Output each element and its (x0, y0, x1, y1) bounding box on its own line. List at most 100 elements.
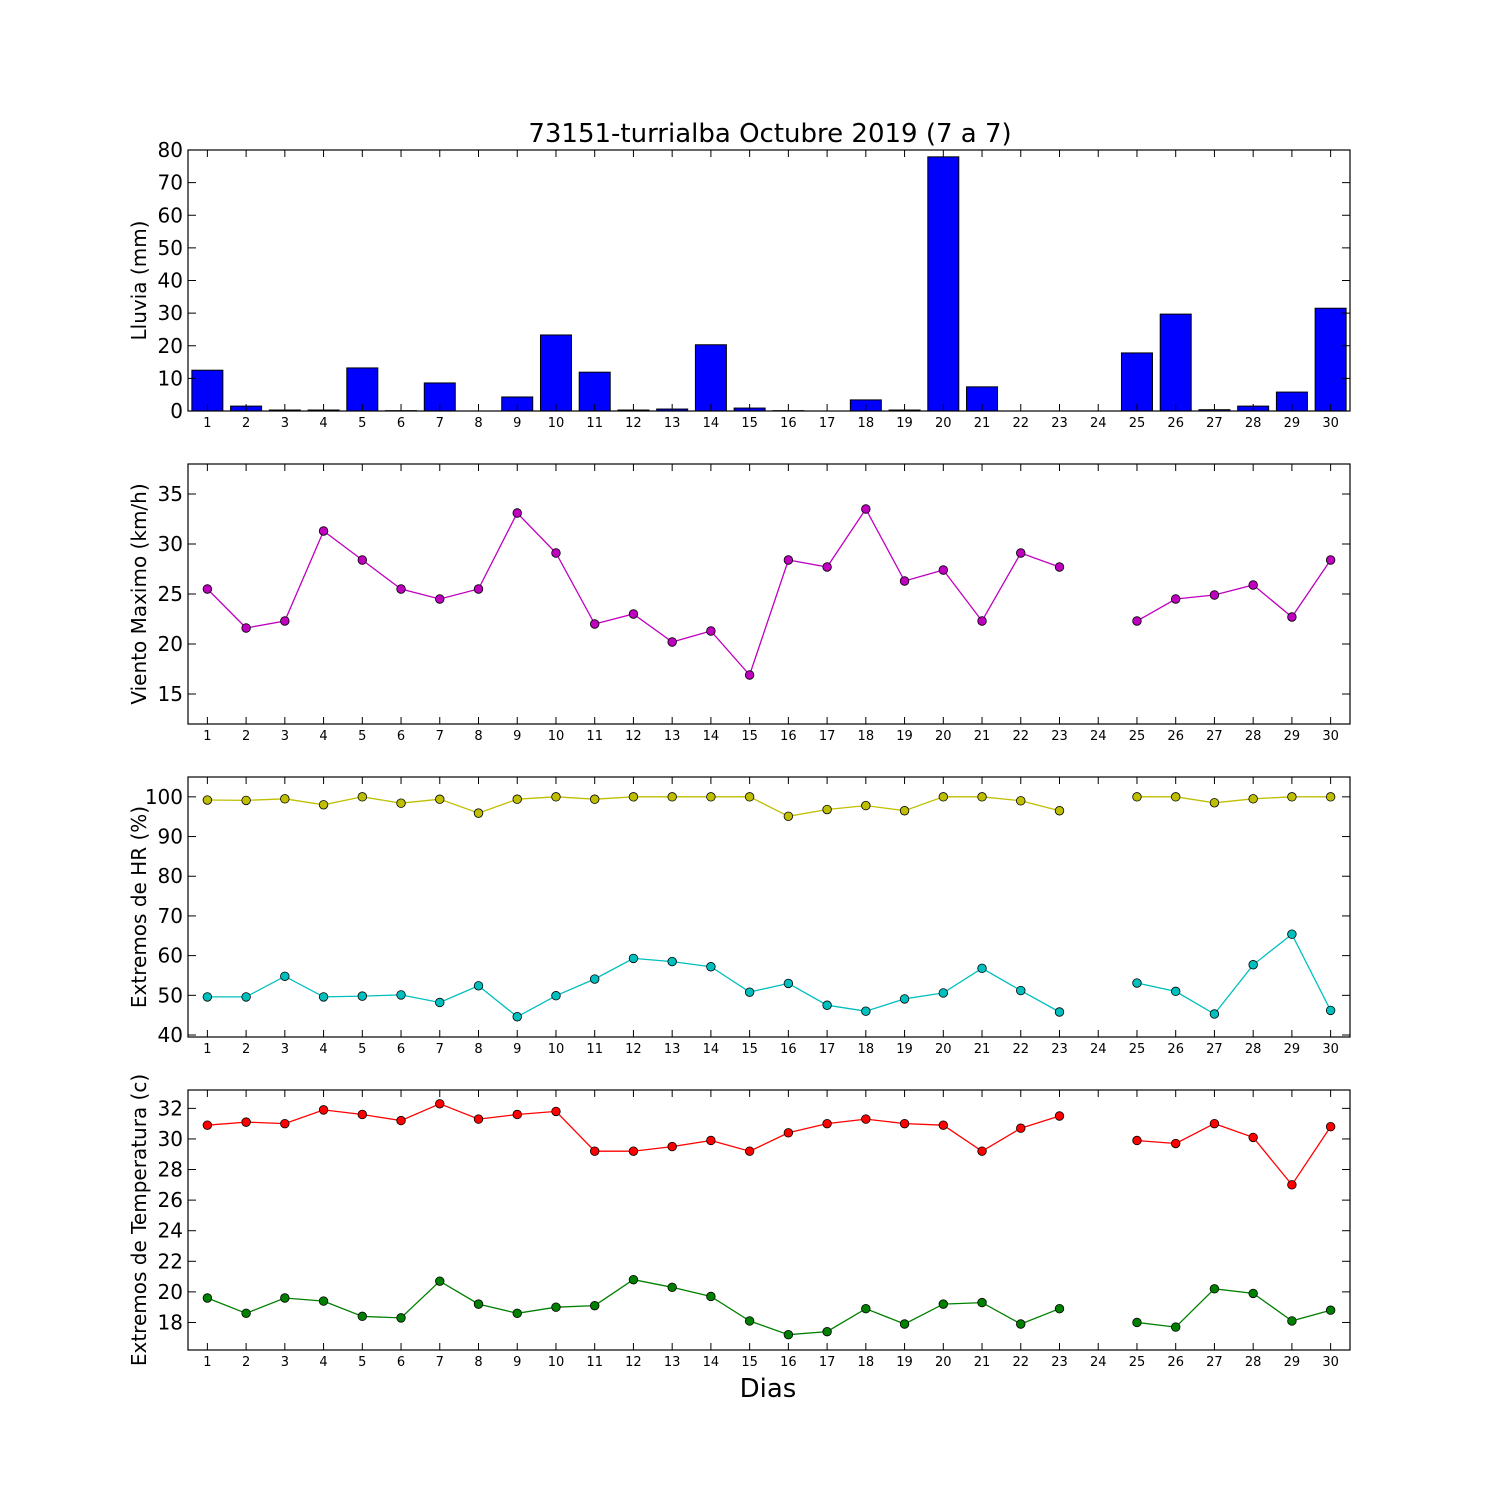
point-hr_min-day-29 (1288, 930, 1297, 939)
point-wind-day-7 (435, 595, 444, 604)
point-wind-day-26 (1171, 595, 1180, 604)
y-tick-label: 22 (158, 1249, 183, 1273)
point-hr_min-day-16 (784, 979, 793, 988)
point-hr_min-day-17 (823, 1001, 832, 1010)
y-axis-label: Extremos de Temperatura (c) (127, 1074, 151, 1366)
point-wind-day-21 (978, 617, 987, 626)
point-temp_max-day-6 (397, 1116, 406, 1125)
point-hr_max-day-17 (823, 805, 832, 814)
x-tick-label: 10 (548, 1355, 565, 1370)
point-wind-day-9 (513, 509, 522, 518)
point-hr_min-day-27 (1210, 1010, 1219, 1019)
point-temp_max-day-18 (862, 1115, 871, 1124)
point-temp_min-day-10 (552, 1303, 561, 1312)
point-temp_min-day-26 (1171, 1323, 1180, 1332)
y-axis-label: Viento Maximo (km/h) (127, 483, 151, 704)
point-wind-day-6 (397, 585, 406, 594)
point-hr_min-day-28 (1249, 960, 1258, 969)
x-tick-label: 18 (858, 1042, 875, 1057)
line-temp_min-segment-2 (1137, 1289, 1331, 1327)
x-tick-label: 2 (242, 1355, 250, 1370)
point-hr_max-day-15 (745, 793, 754, 802)
x-tick-label: 30 (1322, 1355, 1339, 1370)
x-tick-label: 5 (358, 729, 366, 744)
x-tick-label: 24 (1090, 729, 1107, 744)
point-hr_max-day-10 (552, 793, 561, 802)
y-tick-label: 10 (158, 366, 183, 390)
point-wind-day-25 (1133, 617, 1142, 626)
x-tick-label: 19 (896, 416, 913, 431)
x-tick-label: 3 (281, 416, 289, 431)
point-temp_max-day-19 (900, 1119, 909, 1128)
x-tick-label: 3 (281, 1355, 289, 1370)
x-tick-label: 9 (513, 416, 521, 431)
y-tick-label: 26 (158, 1188, 183, 1212)
point-wind-day-27 (1210, 591, 1219, 600)
point-temp_max-day-1 (203, 1121, 212, 1130)
point-wind-day-12 (629, 610, 638, 619)
x-tick-label: 27 (1206, 729, 1223, 744)
point-hr_min-day-8 (474, 981, 483, 990)
point-wind-day-14 (707, 627, 716, 636)
x-tick-label: 17 (819, 729, 836, 744)
bar-day-10 (540, 335, 571, 411)
point-hr_min-day-21 (978, 964, 987, 973)
x-tick-label: 23 (1051, 416, 1068, 431)
line-hr_max-segment-2 (1137, 797, 1331, 803)
point-hr_min-day-9 (513, 1012, 522, 1021)
point-hr_max-day-7 (435, 795, 444, 804)
y-tick-label: 35 (158, 482, 183, 506)
point-wind-day-18 (862, 505, 871, 514)
x-tick-label: 1 (203, 1355, 211, 1370)
x-tick-label: 27 (1206, 1042, 1223, 1057)
point-temp_min-day-3 (281, 1294, 290, 1303)
figure-title: 73151-turrialba Octubre 2019 (7 a 7) (528, 119, 1011, 149)
x-tick-label: 21 (974, 416, 991, 431)
x-tick-label: 17 (819, 416, 836, 431)
point-temp_max-day-15 (745, 1147, 754, 1156)
y-tick-label: 20 (158, 632, 183, 656)
point-hr_min-day-25 (1133, 979, 1142, 988)
x-tick-label: 2 (242, 416, 250, 431)
point-wind-day-4 (319, 527, 328, 536)
point-temp_max-day-30 (1326, 1122, 1335, 1131)
point-wind-day-20 (939, 566, 948, 575)
point-wind-day-22 (1016, 549, 1025, 558)
line-temp_max-segment-1 (207, 1104, 1059, 1151)
y-tick-label: 24 (158, 1219, 183, 1243)
point-hr_min-day-19 (900, 995, 909, 1004)
x-tick-label: 20 (935, 1042, 952, 1057)
point-hr_max-day-12 (629, 793, 638, 802)
point-temp_min-day-27 (1210, 1285, 1219, 1294)
point-hr_max-day-23 (1055, 806, 1064, 815)
x-tick-label: 2 (242, 729, 250, 744)
point-hr_max-day-20 (939, 793, 948, 802)
x-tick-label: 19 (896, 729, 913, 744)
x-tick-label: 29 (1284, 416, 1301, 431)
y-tick-label: 90 (158, 825, 183, 849)
x-tick-label: 5 (358, 416, 366, 431)
point-temp_max-day-26 (1171, 1139, 1180, 1148)
point-wind-day-19 (900, 577, 909, 586)
x-tick-label: 22 (1012, 1042, 1029, 1057)
y-tick-label: 30 (158, 1127, 183, 1151)
point-temp_min-day-21 (978, 1298, 987, 1307)
point-hr_max-day-29 (1288, 793, 1297, 802)
x-tick-label: 21 (974, 729, 991, 744)
x-tick-label: 6 (397, 729, 405, 744)
point-hr_max-day-5 (358, 793, 367, 802)
y-tick-label: 0 (170, 399, 183, 423)
point-hr_min-day-23 (1055, 1008, 1064, 1017)
point-temp_min-day-17 (823, 1327, 832, 1336)
bar-day-26 (1160, 314, 1191, 411)
point-temp_min-day-2 (242, 1309, 251, 1318)
y-tick-label: 28 (158, 1158, 183, 1182)
point-temp_min-day-1 (203, 1294, 212, 1303)
point-temp_min-day-15 (745, 1317, 754, 1326)
point-temp_max-day-2 (242, 1118, 251, 1127)
point-temp_max-day-25 (1133, 1136, 1142, 1145)
point-wind-day-16 (784, 556, 793, 565)
x-tick-label: 6 (397, 1355, 405, 1370)
x-tick-label: 9 (513, 729, 521, 744)
